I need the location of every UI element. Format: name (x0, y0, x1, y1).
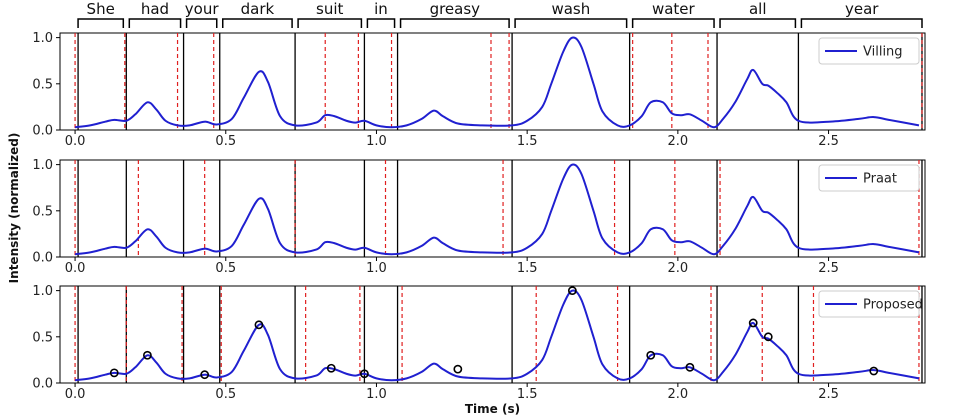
y-tick-label: 0.5 (32, 330, 53, 345)
word-bracket (800, 18, 923, 28)
peak-point (326, 363, 336, 373)
x-tick-label: 2.5 (818, 134, 839, 149)
y-tick-label: 0.5 (32, 204, 53, 219)
peak-point (685, 362, 695, 372)
x-tick-label: 1.5 (517, 134, 538, 149)
word-label: wash (551, 0, 590, 18)
y-tick-label: 1.0 (32, 284, 53, 299)
peak-point (200, 370, 210, 380)
y-tick-label: 0.0 (32, 124, 53, 139)
y-axis-label: Intensity (normalized) (7, 133, 21, 284)
x-tick-label: 0.0 (65, 134, 86, 149)
x-tick-label: 0.5 (215, 387, 236, 402)
intensity-line (74, 36, 920, 129)
y-tick-label: 0.0 (32, 377, 53, 392)
x-tick-label: 2.0 (668, 387, 689, 402)
panel-frame (59, 32, 926, 131)
peak-point (869, 366, 879, 376)
peak-point (567, 286, 577, 296)
x-tick-label: 1.5 (517, 261, 538, 276)
peak-point (143, 350, 152, 360)
peak-point (748, 318, 758, 328)
legend-label: Praat (863, 172, 897, 187)
x-tick-label: 1.0 (366, 261, 387, 276)
legend-box (818, 290, 920, 318)
word-label: in (374, 0, 388, 18)
x-tick-label: 1.0 (366, 134, 387, 149)
x-tick-label: 1.5 (517, 387, 538, 402)
x-tick-label: 0.0 (65, 387, 86, 402)
peak-point (453, 364, 463, 374)
peak-point (109, 368, 119, 378)
y-tick-label: 1.0 (32, 31, 53, 46)
intensity-line (74, 163, 920, 256)
peak-point (763, 332, 773, 342)
word-label: water (652, 0, 696, 18)
word-label: She (87, 0, 115, 18)
word-label: dark (241, 0, 275, 18)
word-bracket (185, 18, 218, 28)
word-bracket (631, 18, 715, 28)
word-bracket (514, 18, 628, 28)
x-tick-label: 2.0 (668, 261, 689, 276)
legend-label: Villing (863, 45, 903, 60)
y-tick-label: 0.0 (32, 251, 53, 266)
word-bracket (77, 18, 125, 28)
word-label: suit (316, 0, 343, 18)
y-tick-label: 1.0 (32, 158, 53, 173)
x-tick-label: 2.5 (818, 261, 839, 276)
x-tick-label: 0.5 (215, 261, 236, 276)
peak-point (360, 369, 369, 379)
intensity-line (74, 289, 920, 382)
word-bracket (297, 18, 363, 28)
word-label: had (141, 0, 169, 18)
panel-frame (59, 285, 926, 384)
word-bracket (128, 18, 182, 28)
x-axis-label: Time (s) (465, 402, 520, 416)
word-bracket (719, 18, 797, 28)
legend-box (818, 164, 920, 192)
word-label: your (185, 0, 220, 18)
peak-point (646, 350, 656, 360)
word-label: all (749, 0, 767, 18)
legend-box (818, 37, 920, 65)
x-tick-label: 0.5 (215, 134, 236, 149)
legend-label: Proposed (863, 298, 923, 313)
panel-frame (59, 159, 926, 258)
x-tick-label: 1.0 (366, 387, 387, 402)
peak-point (254, 320, 264, 330)
word-label: greasy (430, 0, 481, 18)
word-bracket (366, 18, 396, 28)
x-tick-label: 0.0 (65, 261, 86, 276)
word-label: year (845, 0, 879, 18)
word-bracket (399, 18, 510, 28)
x-tick-label: 2.5 (818, 387, 839, 402)
word-bracket (221, 18, 293, 28)
x-tick-label: 2.0 (668, 134, 689, 149)
y-tick-label: 0.5 (32, 77, 53, 92)
